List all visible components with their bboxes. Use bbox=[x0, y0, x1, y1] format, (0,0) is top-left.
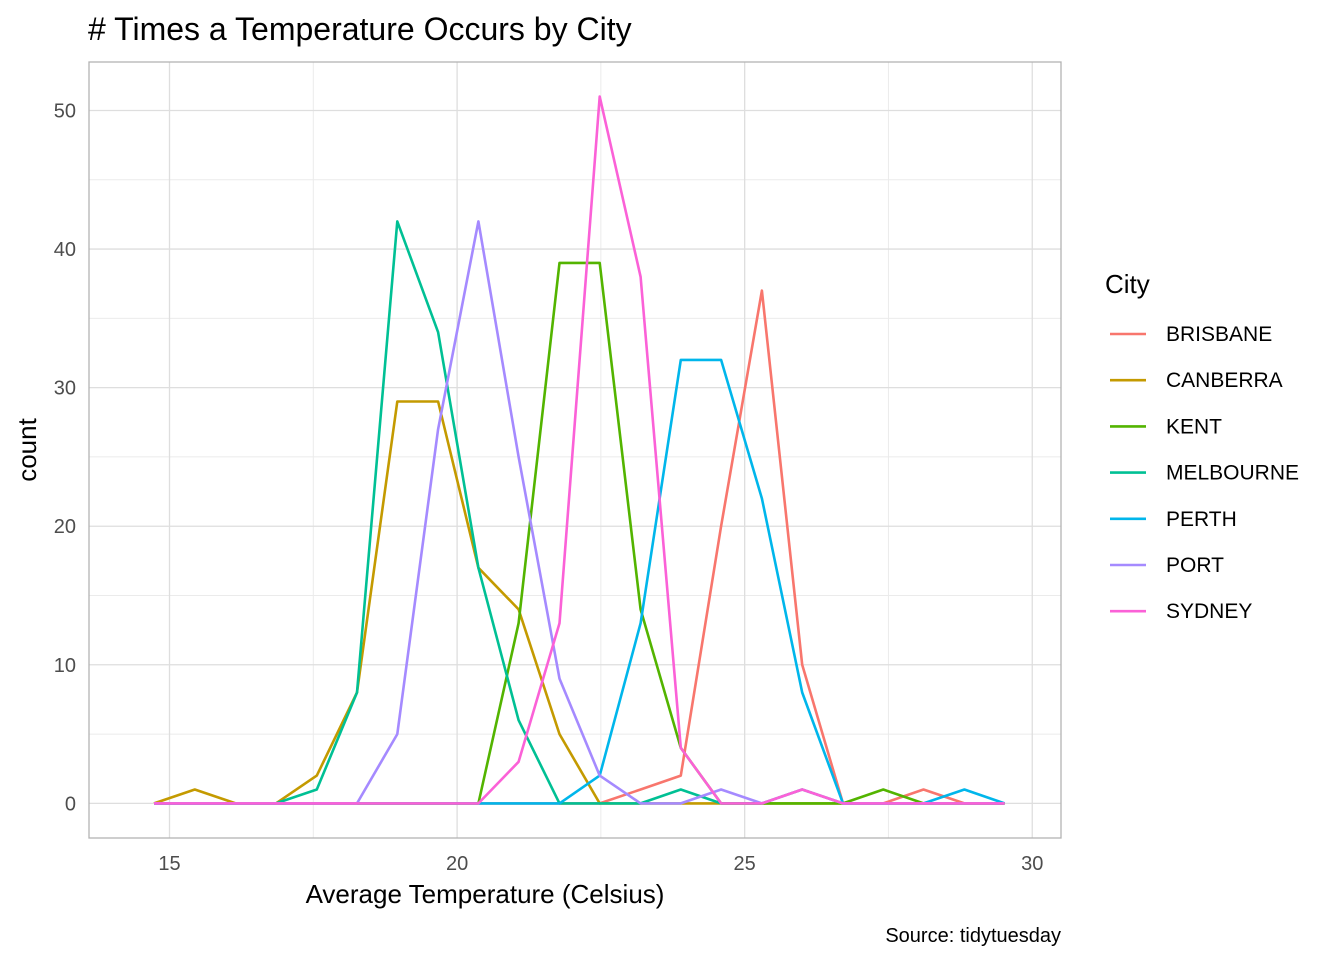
series-line-kent bbox=[154, 261, 1005, 805]
x-tick-label: 20 bbox=[446, 853, 468, 875]
series-line-melbourne bbox=[154, 220, 1005, 805]
y-tick-label: 0 bbox=[65, 793, 76, 815]
legend-label-kent: KENT bbox=[1166, 415, 1222, 438]
legend-label-port: PORT bbox=[1166, 554, 1224, 577]
series-line-canberra bbox=[153, 400, 1005, 805]
series-line-sydney bbox=[154, 95, 1005, 805]
series-line-port bbox=[154, 220, 1005, 805]
series-line-perth bbox=[154, 358, 1006, 805]
y-tick-label: 30 bbox=[54, 378, 76, 400]
y-tick-label: 10 bbox=[54, 655, 76, 677]
x-tick-label: 15 bbox=[158, 853, 180, 875]
chart-title: # Times a Temperature Occurs by City bbox=[88, 11, 632, 47]
legend-label-perth: PERTH bbox=[1166, 508, 1237, 531]
grid bbox=[89, 62, 1061, 838]
legend-title: City bbox=[1105, 269, 1150, 299]
axis-ticks: 15 20 25 30 0 10 20 30 40 50 bbox=[54, 101, 1044, 876]
y-tick-label: 40 bbox=[54, 239, 76, 261]
legend-label-melbourne: MELBOURNE bbox=[1166, 462, 1299, 485]
x-tick-label: 25 bbox=[734, 853, 756, 875]
legend: City BRISBANE CANBERRA KENT MELBOURNE PERTH P… bbox=[1105, 269, 1299, 623]
caption: Source: tidytuesday bbox=[885, 925, 1061, 947]
y-tick-label: 50 bbox=[54, 101, 76, 123]
legend-label-canberra: CANBERRA bbox=[1166, 369, 1283, 392]
panel-border bbox=[88, 61, 1062, 839]
x-axis-title: Average Temperature (Celsius) bbox=[306, 879, 665, 909]
series-lines bbox=[153, 95, 1006, 805]
y-axis-title: count bbox=[12, 417, 42, 481]
x-tick-label: 30 bbox=[1021, 853, 1043, 875]
legend-label-brisbane: BRISBANE bbox=[1166, 323, 1272, 346]
legend-label-sydney: SYDNEY bbox=[1166, 600, 1252, 623]
y-tick-label: 20 bbox=[54, 516, 76, 538]
